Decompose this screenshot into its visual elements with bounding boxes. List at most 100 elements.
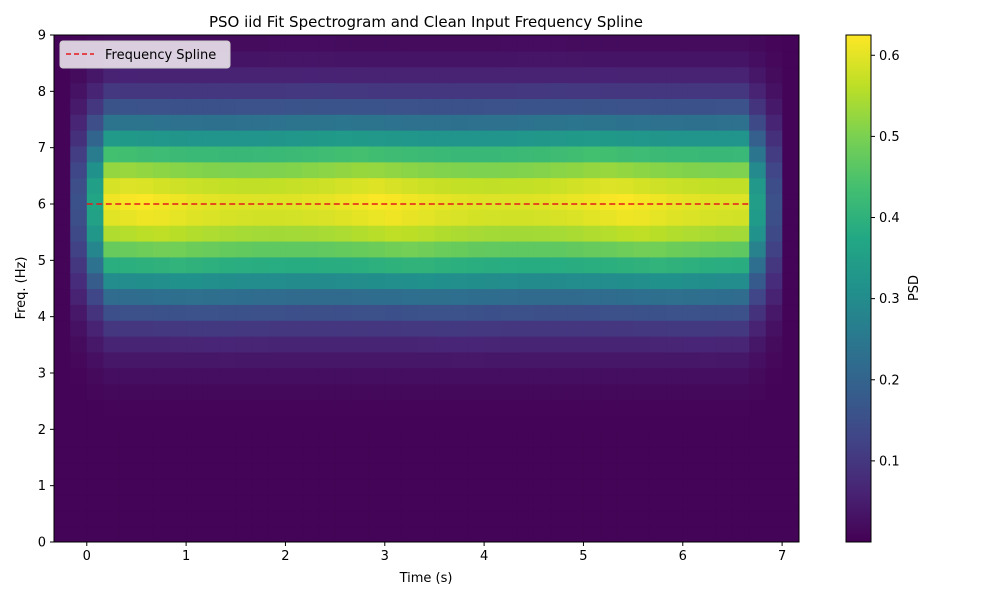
heatmap-cell: [70, 462, 88, 480]
heatmap-cell: [633, 272, 651, 290]
heatmap-cell: [765, 209, 783, 226]
heatmap-cell: [268, 320, 287, 337]
heatmap-cell: [235, 114, 254, 131]
heatmap-cell: [567, 336, 585, 353]
heatmap-cell: [153, 114, 171, 131]
heatmap-cell: [136, 351, 154, 369]
heatmap-cell: [616, 399, 634, 416]
heatmap-cell: [302, 526, 320, 542]
heatmap-cell: [351, 304, 369, 321]
heatmap-cell: [235, 177, 254, 195]
heatmap-cell: [418, 494, 436, 511]
heatmap-cell: [418, 510, 436, 527]
heatmap-cell: [765, 98, 783, 115]
heatmap-cell: [202, 494, 220, 511]
heatmap-cell: [153, 225, 171, 242]
heatmap-cell: [103, 272, 121, 290]
heatmap-cell: [484, 272, 502, 290]
heatmap-cell: [682, 320, 701, 337]
heatmap-cell: [86, 130, 104, 147]
heatmap-cell: [649, 320, 667, 337]
heatmap-cell: [368, 256, 386, 274]
heatmap-cell: [153, 494, 171, 511]
heatmap-cell: [765, 161, 783, 179]
heatmap-cell: [169, 66, 187, 84]
heatmap-cell: [235, 304, 254, 321]
heatmap-cell: [335, 256, 353, 274]
heatmap-cell: [86, 209, 104, 226]
heatmap-cell: [418, 383, 436, 400]
heatmap-cell: [517, 177, 535, 195]
heatmap-cell: [583, 526, 601, 542]
heatmap-cell: [302, 494, 320, 511]
legend: Frequency Spline: [59, 40, 231, 69]
heatmap-cell: [550, 256, 568, 274]
heatmap-cell: [219, 399, 237, 416]
heatmap-cell: [368, 399, 386, 416]
y-tick-label: 3: [38, 367, 46, 382]
heatmap-cell: [418, 82, 436, 99]
heatmap-cell: [749, 446, 767, 464]
heatmap-cell: [186, 225, 204, 242]
heatmap-cell: [202, 510, 220, 527]
heatmap-cell: [119, 462, 138, 480]
heatmap-cell: [235, 130, 254, 147]
heatmap-cell: [567, 272, 585, 290]
heatmap-cell: [136, 494, 154, 511]
heatmap-cell: [153, 478, 171, 496]
heatmap-cell: [484, 399, 502, 416]
heatmap-cell: [732, 130, 750, 147]
heatmap-cell: [268, 114, 287, 131]
heatmap-cell: [268, 272, 287, 290]
heatmap-cell: [633, 240, 651, 258]
heatmap-cell: [600, 225, 618, 242]
heatmap-cell: [186, 399, 204, 416]
heatmap-cell: [54, 526, 71, 542]
heatmap-cell: [434, 510, 452, 527]
heatmap-cell: [335, 209, 353, 226]
heatmap-cell: [119, 209, 138, 226]
heatmap-cell: [682, 209, 701, 226]
heatmap-cell: [633, 161, 651, 179]
heatmap-cell: [616, 66, 634, 84]
heatmap-cell: [368, 82, 386, 99]
heatmap-cell: [252, 225, 270, 242]
heatmap-cell: [384, 288, 403, 305]
heatmap-cell: [732, 225, 750, 242]
heatmap-cell: [567, 415, 585, 432]
heatmap-cell: [567, 304, 585, 321]
heatmap-cell: [533, 98, 552, 115]
heatmap-cell: [583, 446, 601, 464]
heatmap-cell: [335, 240, 353, 258]
heatmap-cell: [550, 114, 568, 131]
heatmap-cell: [202, 351, 220, 369]
heatmap-cell: [567, 225, 585, 242]
heatmap-cell: [318, 383, 336, 400]
heatmap-cell: [318, 35, 336, 52]
heatmap-cell: [600, 367, 618, 385]
heatmap-cell: [732, 399, 750, 416]
heatmap-cell: [54, 161, 71, 179]
heatmap-cell: [533, 383, 552, 400]
heatmap-cell: [666, 161, 684, 179]
heatmap-cell: [285, 130, 303, 147]
heatmap-cell: [86, 304, 104, 321]
heatmap-cell: [219, 193, 237, 210]
heatmap-cell: [153, 161, 171, 179]
heatmap-cell: [202, 66, 220, 84]
heatmap-cell: [418, 272, 436, 290]
heatmap-cell: [401, 161, 419, 179]
heatmap-cell: [600, 510, 618, 527]
heatmap-cell: [533, 35, 552, 52]
heatmap-cell: [219, 114, 237, 131]
heatmap-cell: [782, 35, 799, 52]
heatmap-cell: [103, 145, 121, 163]
heatmap-cell: [384, 336, 403, 353]
heatmap-cell: [119, 145, 138, 163]
heatmap-cell: [484, 510, 502, 527]
heatmap-cell: [70, 161, 88, 179]
heatmap-cell: [649, 256, 667, 274]
heatmap-cell: [70, 256, 88, 274]
heatmap-cell: [749, 161, 767, 179]
heatmap-cell: [716, 193, 734, 210]
